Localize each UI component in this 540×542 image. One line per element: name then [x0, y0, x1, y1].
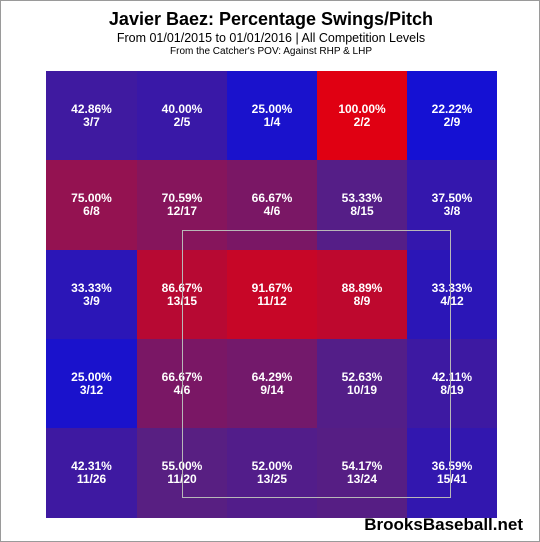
- zone-cell: 54.17% 13/24: [317, 428, 407, 518]
- cell-fraction: 4/6: [263, 204, 281, 218]
- zone-cell: 70.59% 12/17: [137, 160, 227, 250]
- cell-percentage: 52.00%: [251, 459, 293, 473]
- cell-fraction: 13/25: [256, 472, 288, 486]
- cell-fraction: 3/9: [83, 293, 100, 308]
- cell-fraction: 8/9: [353, 293, 371, 308]
- cell-percentage: 53.33%: [341, 191, 383, 205]
- cell-fraction: 10/19: [346, 382, 378, 397]
- zone-cell: 75.00% 6/8: [46, 160, 137, 250]
- zone-cell: 55.00% 11/20: [137, 428, 227, 518]
- cell-fraction: 3/7: [83, 114, 100, 129]
- cell-percentage: 66.67%: [161, 369, 203, 384]
- cell-fraction: 1/4: [263, 114, 281, 129]
- cell-percentage: 25.00%: [251, 101, 293, 116]
- cell-percentage: 42.11%: [431, 369, 473, 384]
- zone-cell: 36.59% 15/41: [407, 428, 497, 518]
- cell-percentage: 66.67%: [251, 191, 293, 205]
- cell-percentage: 88.89%: [341, 280, 383, 295]
- zone-cell: 88.89% 8/9: [317, 250, 407, 339]
- cell-percentage: 40.00%: [161, 101, 203, 116]
- cell-percentage: 42.86%: [71, 101, 112, 116]
- zone-cell: 52.63% 10/19: [317, 339, 407, 428]
- zone-cell: 25.00% 1/4: [227, 71, 317, 160]
- zone-cell: 42.31% 11/26: [46, 428, 137, 518]
- zone-cell: 42.11% 8/19: [407, 339, 497, 428]
- zone-cell: 66.67% 4/6: [137, 339, 227, 428]
- cell-percentage: 64.29%: [251, 369, 293, 384]
- cell-fraction: 15/41: [436, 472, 468, 486]
- zone-cell: 37.50% 3/8: [407, 160, 497, 250]
- cell-percentage: 91.67%: [251, 280, 293, 295]
- zone-cell: 25.00% 3/12: [46, 339, 137, 428]
- cell-fraction: 12/17: [166, 204, 198, 218]
- chart-note: From the Catcher's POV: Against RHP & LH…: [170, 46, 372, 57]
- cell-percentage: 54.17%: [341, 459, 383, 473]
- zone-cell: 86.67% 13/15: [137, 250, 227, 339]
- zone-cell: 33.33% 3/9: [46, 250, 137, 339]
- cell-fraction: 11/12: [257, 293, 287, 308]
- zone-cell: 52.00% 13/25: [227, 428, 317, 518]
- zone-cell: 40.00% 2/5: [137, 71, 227, 160]
- cell-fraction: 4/12: [440, 293, 464, 308]
- watermark: BrooksBaseball.net: [364, 515, 523, 534]
- cell-percentage: 55.00%: [161, 459, 203, 473]
- zone-cell: 33.33% 4/12: [407, 250, 497, 339]
- cell-fraction: 4/6: [173, 382, 191, 397]
- cell-fraction: 11/26: [76, 472, 107, 486]
- cell-percentage: 75.00%: [71, 191, 112, 205]
- cell-percentage: 52.63%: [341, 369, 383, 384]
- cell-percentage: 86.67%: [161, 280, 203, 295]
- zone-cell: 22.22% 2/9: [407, 71, 497, 160]
- zone-grid: 42.86% 3/7 40.00% 2/5 25.00% 1/4 100.00% 2/2 22.…: [46, 71, 497, 518]
- zone-cell: 53.33% 8/15: [317, 160, 407, 250]
- cell-percentage: 37.50%: [431, 191, 473, 205]
- cell-percentage: 33.33%: [71, 280, 112, 295]
- cell-percentage: 36.59%: [431, 459, 473, 473]
- cell-fraction: 8/15: [350, 204, 374, 218]
- cell-fraction: 9/14: [260, 382, 284, 397]
- chart-subtitle: From 01/01/2015 to 01/01/2016 | All Comp…: [116, 31, 426, 45]
- zone-cell: 64.29% 9/14: [227, 339, 317, 428]
- zone-cell: 91.67% 11/12: [227, 250, 317, 339]
- cell-percentage: 100.00%: [338, 101, 386, 116]
- cell-fraction: 11/20: [167, 472, 197, 486]
- cell-fraction: 2/9: [443, 114, 461, 129]
- cell-fraction: 3/8: [443, 204, 461, 218]
- cell-fraction: 6/8: [83, 204, 100, 218]
- cell-fraction: 13/24: [346, 472, 378, 486]
- cell-fraction: 2/2: [353, 114, 371, 129]
- cell-fraction: 2/5: [173, 114, 191, 129]
- zone-cell: 66.67% 4/6: [227, 160, 317, 250]
- chart-title: Javier Baez: Percentage Swings/Pitch: [108, 9, 434, 29]
- cell-fraction: 13/15: [166, 293, 198, 308]
- zone-cell: 100.00% 2/2: [317, 71, 407, 160]
- cell-fraction: 3/12: [79, 382, 104, 397]
- cell-percentage: 33.33%: [431, 280, 473, 295]
- cell-percentage: 22.22%: [431, 101, 473, 116]
- cell-percentage: 25.00%: [71, 369, 112, 384]
- zone-cell: 42.86% 3/7: [46, 71, 137, 160]
- cell-fraction: 8/19: [440, 382, 464, 397]
- cell-percentage: 42.31%: [71, 459, 112, 473]
- cell-percentage: 70.59%: [161, 191, 203, 205]
